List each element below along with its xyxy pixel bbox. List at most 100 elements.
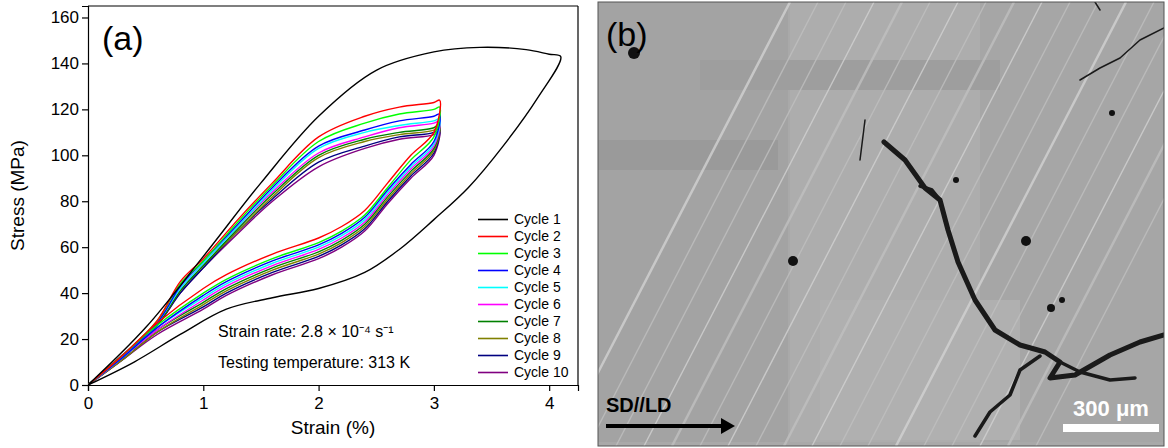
legend-swatch: [478, 253, 508, 255]
y-tick-mark: [82, 201, 88, 202]
micrograph-band: [980, 2, 1164, 446]
legend-swatch: [478, 372, 508, 374]
x-tick-label: 2: [314, 394, 323, 413]
legend-swatch: [478, 236, 508, 238]
frame-top: [88, 5, 578, 6]
micrograph-band: [700, 2, 930, 446]
pore: [953, 177, 959, 183]
pore: [1059, 297, 1065, 303]
x-tick-label: 3: [430, 394, 439, 413]
x-tick-mark: [318, 385, 319, 391]
micrograph-band: [598, 2, 790, 446]
y-tick-mark: [82, 17, 88, 18]
x-axis-line: [89, 386, 579, 392]
x-tick: 0: [84, 385, 93, 413]
direction-arrowhead: [721, 418, 735, 434]
panel-b: (b) SD//LD 300 μm: [560, 2, 1168, 446]
y-axis-line: [82, 7, 89, 386]
series-line: [88, 121, 440, 385]
crack: [1060, 362, 1135, 380]
micrograph-band: [616, 2, 846, 446]
micrograph-band: [598, 2, 818, 446]
y-tick-mark: [82, 247, 88, 248]
crack: [884, 142, 1164, 378]
pore: [1021, 236, 1031, 246]
legend-label: Cycle 1: [514, 211, 561, 227]
annotation: Testing temperature: 313 K: [218, 354, 410, 371]
legend-swatch: [478, 270, 508, 272]
annotation: Strain rate: 2.8 × 10⁻⁴ s⁻¹: [218, 323, 394, 340]
y-tick-label: 160: [51, 8, 79, 27]
plot-area: [88, 47, 561, 385]
y-tick: 0: [70, 376, 88, 395]
micrograph-band: [812, 2, 1042, 446]
legend-swatch: [478, 287, 508, 289]
x-tick: 1: [199, 385, 208, 413]
micrograph-border: [598, 2, 1164, 446]
scale-bar-label: 300 μm: [1073, 396, 1149, 421]
y-tick-mark: [82, 109, 88, 110]
legend-swatch: [478, 304, 508, 306]
micrograph-band: [896, 2, 1126, 446]
x-axis: 01234: [84, 385, 579, 413]
legend-label: Cycle 6: [514, 296, 561, 312]
panel-label: (b): [606, 15, 648, 53]
y-tick: 160: [51, 8, 88, 27]
micrograph-band: [756, 2, 986, 446]
x-tick-label: 1: [199, 394, 208, 413]
y-tick-label: 140: [51, 54, 79, 73]
figure: 01234020406080100120140160Strain (%)Stre…: [0, 0, 1168, 448]
y-tick-mark: [82, 339, 88, 340]
pore: [788, 256, 798, 266]
series-line: [88, 114, 440, 385]
crack: [920, 186, 940, 200]
y-tick-mark: [82, 63, 88, 64]
series-line: [88, 47, 561, 385]
pore: [1047, 304, 1055, 312]
direction-arrow: [606, 424, 723, 428]
x-tick-mark: [203, 385, 204, 391]
y-axis-title: Stress (MPa): [7, 140, 28, 251]
y-tick-mark: [82, 155, 88, 156]
series-line: [88, 128, 440, 385]
x-axis-title: Strain (%): [291, 417, 375, 438]
x-tick-mark: [434, 385, 435, 391]
y-tick-label: 120: [51, 100, 79, 119]
y-tick: 100: [51, 146, 88, 165]
legend-label: Cycle 7: [514, 313, 561, 329]
x-tick: 2: [314, 385, 323, 413]
series-line: [88, 118, 440, 385]
frame-right: [577, 6, 578, 385]
y-tick-label: 0: [70, 376, 79, 395]
legend-label: Cycle 10: [514, 364, 569, 380]
y-tick-label: 60: [60, 238, 79, 257]
legend-label: Cycle 3: [514, 245, 561, 261]
panel-a: 01234020406080100120140160Strain (%)Stre…: [7, 6, 579, 438]
micrograph-tile: [700, 60, 1000, 90]
x-tick: 3: [430, 385, 439, 413]
legend-swatch: [478, 355, 508, 357]
legend-swatch: [478, 321, 508, 323]
legend-label: Cycle 4: [514, 262, 561, 278]
pore: [1109, 110, 1115, 116]
series-line: [88, 123, 440, 385]
y-tick-mark: [82, 293, 88, 294]
crack: [860, 120, 865, 160]
micrograph-band: [868, 2, 1098, 446]
y-tick-label: 80: [60, 192, 79, 211]
legend-label: Cycle 5: [514, 279, 561, 295]
micrograph: [598, 2, 1164, 446]
y-tick-label: 20: [60, 330, 79, 349]
direction-label: SD//LD: [606, 394, 672, 416]
y-tick: 60: [60, 238, 88, 257]
micrograph-band: [728, 2, 958, 446]
series-line: [88, 107, 440, 385]
legend-label: Cycle 9: [514, 347, 561, 363]
crack: [975, 356, 1040, 436]
micrograph-band: [1008, 2, 1164, 446]
y-tick: 20: [60, 330, 88, 349]
y-axis: 020406080100120140160: [51, 7, 89, 395]
panel-label: (a): [102, 19, 144, 57]
crack: [1095, 2, 1100, 10]
x-tick-mark: [549, 385, 550, 391]
